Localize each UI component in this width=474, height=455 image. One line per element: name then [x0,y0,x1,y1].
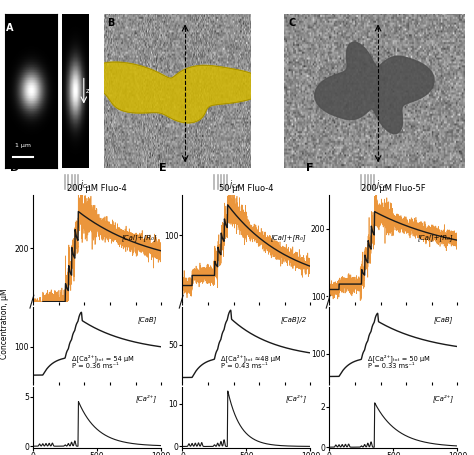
Text: A: A [6,23,14,33]
Text: Concentration, μM: Concentration, μM [0,288,9,359]
Text: [CaB]: [CaB] [138,316,157,323]
Text: [Cal]+[R₀]: [Cal]+[R₀] [122,234,157,241]
Title: 200 μM Fluo-4: 200 μM Fluo-4 [67,183,127,192]
Text: z: z [85,88,89,94]
Text: F: F [306,162,314,172]
Text: E: E [159,162,167,172]
Text: 1 µm: 1 µm [15,143,31,148]
Text: [CaB]/2: [CaB]/2 [281,316,307,323]
Text: B: B [107,18,115,28]
Text: [Ca²⁺]: [Ca²⁺] [432,394,454,402]
Text: [Cal]+[R₀]: [Cal]+[R₀] [271,234,307,241]
Text: D: D [10,162,19,172]
Text: [Ca²⁺]: [Ca²⁺] [285,394,307,402]
Text: Δ[Ca²⁺]ₜₒₜ = 54 μM
P = 0.36 ms⁻¹: Δ[Ca²⁺]ₜₒₜ = 54 μM P = 0.36 ms⁻¹ [72,354,133,369]
Text: Δ[Ca²⁺]ₜₒₜ ≈48 μM
P = 0.43 ms⁻¹: Δ[Ca²⁺]ₜₒₜ ≈48 μM P = 0.43 ms⁻¹ [221,354,281,369]
Polygon shape [315,42,434,134]
Text: [Cal]+[R₀]: [Cal]+[R₀] [418,234,454,241]
Polygon shape [91,62,267,123]
Text: $j_{Ca}$: $j_{Ca}$ [376,177,388,191]
Text: C: C [288,18,295,28]
Text: [Ca²⁺]: [Ca²⁺] [136,394,157,402]
Text: Δ[Ca²⁺]ₜₒₜ = 50 μM
P = 0.33 ms⁻¹: Δ[Ca²⁺]ₜₒₜ = 50 μM P = 0.33 ms⁻¹ [368,354,429,369]
Title: 50 μM Fluo-4: 50 μM Fluo-4 [219,183,273,192]
Title: 200 μM Fluo-5F: 200 μM Fluo-5F [361,183,426,192]
Text: [CaB]: [CaB] [434,316,454,323]
Text: $j_{Ca}$: $j_{Ca}$ [80,177,91,191]
Text: $j_{Ca}$: $j_{Ca}$ [229,177,241,191]
